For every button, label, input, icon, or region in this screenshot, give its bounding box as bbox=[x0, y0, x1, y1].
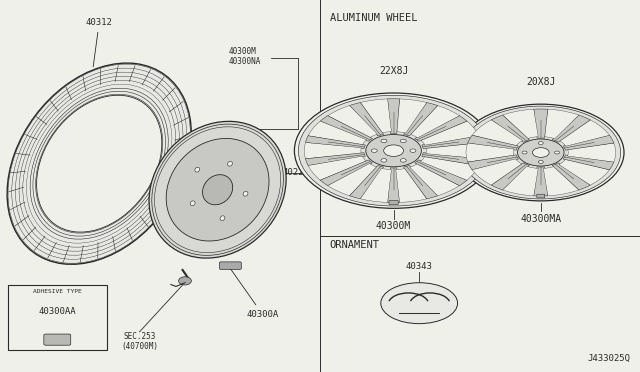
Text: ALUMINUM WHEEL: ALUMINUM WHEEL bbox=[330, 13, 417, 23]
Circle shape bbox=[461, 106, 621, 199]
Circle shape bbox=[538, 160, 543, 163]
Ellipse shape bbox=[7, 63, 191, 264]
Ellipse shape bbox=[243, 191, 248, 196]
Polygon shape bbox=[563, 155, 614, 170]
FancyBboxPatch shape bbox=[44, 334, 70, 345]
Polygon shape bbox=[349, 165, 383, 199]
Text: 40300M
40300NA: 40300M 40300NA bbox=[229, 46, 262, 66]
Polygon shape bbox=[472, 120, 523, 146]
Circle shape bbox=[298, 95, 489, 206]
Polygon shape bbox=[410, 164, 460, 196]
Polygon shape bbox=[492, 163, 529, 190]
Polygon shape bbox=[388, 168, 399, 202]
FancyBboxPatch shape bbox=[220, 262, 241, 269]
Polygon shape bbox=[502, 109, 538, 139]
Polygon shape bbox=[349, 103, 383, 136]
Circle shape bbox=[384, 145, 404, 156]
Polygon shape bbox=[559, 120, 609, 146]
Polygon shape bbox=[420, 156, 479, 180]
Circle shape bbox=[538, 142, 543, 145]
Polygon shape bbox=[472, 159, 523, 185]
Circle shape bbox=[400, 159, 406, 162]
Circle shape bbox=[381, 139, 387, 142]
Text: SEC.253
(40700M): SEC.253 (40700M) bbox=[121, 332, 158, 351]
Circle shape bbox=[532, 148, 549, 157]
Polygon shape bbox=[320, 116, 372, 141]
Text: ORNAMENT: ORNAMENT bbox=[330, 240, 380, 250]
Circle shape bbox=[554, 151, 559, 154]
Polygon shape bbox=[305, 136, 365, 149]
Circle shape bbox=[371, 149, 377, 153]
Text: 40300MA: 40300MA bbox=[520, 214, 561, 224]
Ellipse shape bbox=[220, 216, 225, 221]
Polygon shape bbox=[420, 121, 479, 145]
Circle shape bbox=[522, 151, 527, 154]
Circle shape bbox=[366, 135, 421, 167]
Polygon shape bbox=[415, 160, 467, 186]
Polygon shape bbox=[360, 168, 392, 202]
Polygon shape bbox=[308, 156, 367, 180]
Polygon shape bbox=[468, 135, 518, 150]
Ellipse shape bbox=[195, 167, 200, 172]
Polygon shape bbox=[552, 115, 590, 142]
Text: 40300A: 40300A bbox=[228, 266, 278, 319]
Polygon shape bbox=[543, 166, 579, 196]
Ellipse shape bbox=[149, 121, 286, 258]
Polygon shape bbox=[328, 164, 378, 196]
Polygon shape bbox=[568, 143, 616, 162]
Text: 20X8J: 20X8J bbox=[526, 77, 556, 87]
Polygon shape bbox=[320, 160, 372, 186]
Ellipse shape bbox=[190, 201, 195, 206]
FancyBboxPatch shape bbox=[537, 194, 545, 198]
Polygon shape bbox=[534, 167, 548, 196]
Polygon shape bbox=[552, 163, 590, 190]
Polygon shape bbox=[468, 155, 518, 170]
Circle shape bbox=[458, 104, 624, 201]
FancyBboxPatch shape bbox=[389, 201, 398, 205]
Polygon shape bbox=[415, 116, 467, 141]
Polygon shape bbox=[410, 106, 460, 138]
Polygon shape bbox=[360, 99, 392, 133]
Polygon shape bbox=[328, 106, 378, 138]
Polygon shape bbox=[563, 135, 614, 150]
Text: J433025Q: J433025Q bbox=[588, 354, 630, 363]
Polygon shape bbox=[305, 153, 365, 166]
Polygon shape bbox=[492, 115, 529, 142]
Polygon shape bbox=[466, 143, 514, 162]
Ellipse shape bbox=[166, 138, 269, 241]
Polygon shape bbox=[404, 165, 438, 199]
Polygon shape bbox=[534, 109, 548, 138]
Text: ADHESIVE TYPE: ADHESIVE TYPE bbox=[33, 289, 82, 294]
Polygon shape bbox=[396, 99, 427, 133]
Text: 22X8J: 22X8J bbox=[379, 66, 408, 76]
Polygon shape bbox=[543, 109, 579, 139]
Polygon shape bbox=[422, 153, 482, 166]
Text: 40300AA: 40300AA bbox=[38, 307, 76, 317]
Text: 40300M: 40300M bbox=[376, 221, 412, 231]
Circle shape bbox=[294, 93, 493, 208]
Circle shape bbox=[410, 149, 416, 153]
Circle shape bbox=[518, 139, 564, 166]
Text: 40343: 40343 bbox=[406, 262, 433, 271]
Circle shape bbox=[400, 139, 406, 142]
Ellipse shape bbox=[202, 175, 233, 205]
Text: 40224: 40224 bbox=[283, 169, 310, 177]
Ellipse shape bbox=[228, 161, 232, 166]
Polygon shape bbox=[559, 159, 609, 185]
Ellipse shape bbox=[179, 277, 191, 285]
Circle shape bbox=[381, 159, 387, 162]
Polygon shape bbox=[388, 99, 399, 134]
Polygon shape bbox=[308, 121, 367, 145]
Polygon shape bbox=[404, 103, 438, 136]
Polygon shape bbox=[305, 142, 361, 159]
Polygon shape bbox=[426, 142, 483, 159]
Polygon shape bbox=[502, 166, 538, 196]
Ellipse shape bbox=[381, 283, 458, 324]
Polygon shape bbox=[396, 168, 427, 202]
Polygon shape bbox=[422, 136, 482, 149]
Ellipse shape bbox=[36, 95, 162, 232]
Text: 40312: 40312 bbox=[86, 18, 113, 67]
